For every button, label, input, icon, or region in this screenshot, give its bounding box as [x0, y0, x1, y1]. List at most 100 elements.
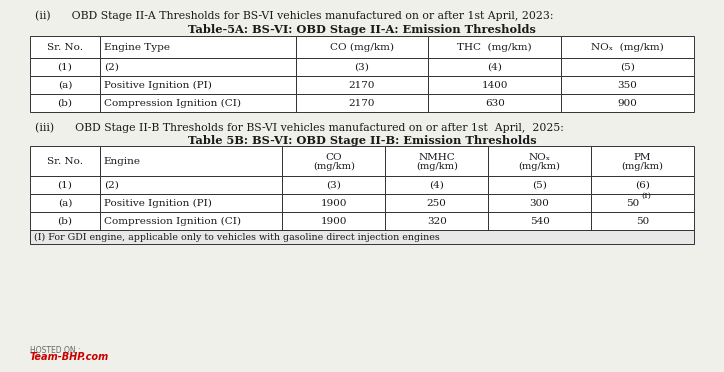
Bar	[100, 94, 295, 112]
Bar	[488, 146, 591, 176]
Bar	[488, 176, 591, 194]
Text: 2170: 2170	[349, 99, 375, 108]
Bar	[30, 230, 694, 244]
Text: (ii)      OBD Stage II-A Thresholds for BS-VI vehicles manufactured on or after : (ii) OBD Stage II-A Thresholds for BS-VI…	[35, 10, 554, 20]
Text: (b): (b)	[57, 217, 72, 225]
Bar	[561, 94, 694, 112]
Bar	[30, 94, 100, 112]
Bar	[282, 146, 385, 176]
Text: 1900: 1900	[321, 217, 347, 225]
Text: NOₓ: NOₓ	[529, 153, 551, 161]
Bar	[429, 76, 561, 94]
Text: (2): (2)	[104, 62, 119, 71]
Bar	[591, 194, 694, 212]
Bar	[30, 194, 100, 212]
Bar	[488, 194, 591, 212]
Bar	[282, 212, 385, 230]
Text: Table 5B: BS-VI: OBD Stage II-B: Emission Thresholds: Table 5B: BS-VI: OBD Stage II-B: Emissio…	[188, 135, 536, 146]
Text: (mg/km): (mg/km)	[622, 161, 663, 171]
Text: (1): (1)	[57, 180, 72, 189]
Bar	[561, 58, 694, 76]
Text: PM: PM	[634, 153, 652, 161]
Text: (5): (5)	[532, 180, 547, 189]
Text: (mg/km): (mg/km)	[313, 161, 355, 171]
Text: (4): (4)	[487, 62, 502, 71]
Text: NOₓ  (mg/km): NOₓ (mg/km)	[592, 42, 664, 52]
Text: 2170: 2170	[349, 80, 375, 90]
Bar	[561, 36, 694, 58]
Text: CO (mg/km): CO (mg/km)	[330, 42, 394, 52]
Bar	[429, 94, 561, 112]
Bar	[295, 36, 429, 58]
Text: NMHC: NMHC	[418, 153, 455, 161]
Text: Team-BHP.com: Team-BHP.com	[30, 352, 109, 362]
Bar	[295, 94, 429, 112]
Text: (1): (1)	[57, 62, 72, 71]
Text: Compression Ignition (CI): Compression Ignition (CI)	[104, 217, 240, 225]
Text: (mg/km): (mg/km)	[518, 161, 560, 171]
Bar	[30, 146, 100, 176]
Bar	[100, 76, 295, 94]
Text: 320: 320	[426, 217, 447, 225]
Bar	[100, 58, 295, 76]
Text: (iii)      OBD Stage II-B Thresholds for BS-VI vehicles manufactured on or after: (iii) OBD Stage II-B Thresholds for BS-V…	[35, 122, 564, 132]
Text: Engine Type: Engine Type	[104, 42, 169, 51]
Bar	[385, 176, 488, 194]
Text: (2): (2)	[104, 180, 119, 189]
Bar	[100, 176, 282, 194]
Text: 630: 630	[485, 99, 505, 108]
Text: (4): (4)	[429, 180, 444, 189]
Text: 250: 250	[426, 199, 447, 208]
Bar	[488, 212, 591, 230]
Text: 50: 50	[626, 199, 639, 208]
Bar	[429, 58, 561, 76]
Bar	[100, 194, 282, 212]
Bar	[295, 58, 429, 76]
Bar	[30, 76, 100, 94]
Text: Positive Ignition (PI): Positive Ignition (PI)	[104, 198, 211, 208]
Bar	[282, 194, 385, 212]
Text: 350: 350	[618, 80, 638, 90]
Text: CO: CO	[326, 153, 342, 161]
Text: (a): (a)	[58, 199, 72, 208]
Bar	[591, 212, 694, 230]
Text: 50: 50	[636, 217, 649, 225]
Text: THC  (mg/km): THC (mg/km)	[458, 42, 532, 52]
Bar	[282, 176, 385, 194]
Text: (I) For GDI engine, applicable only to vehicles with gasoline direct injection e: (I) For GDI engine, applicable only to v…	[34, 232, 439, 241]
Text: Sr. No.: Sr. No.	[47, 157, 83, 166]
Text: (6): (6)	[635, 180, 650, 189]
Text: Compression Ignition (CI): Compression Ignition (CI)	[104, 99, 240, 108]
Text: 540: 540	[530, 217, 550, 225]
Bar	[30, 58, 100, 76]
Text: Positive Ignition (PI): Positive Ignition (PI)	[104, 80, 211, 90]
Text: (I): (I)	[641, 192, 652, 200]
Text: (3): (3)	[355, 62, 369, 71]
Bar	[591, 146, 694, 176]
Bar	[561, 76, 694, 94]
Bar	[30, 36, 100, 58]
Text: HOSTED ON :: HOSTED ON :	[30, 346, 80, 355]
Text: Engine: Engine	[104, 157, 140, 166]
Bar	[591, 176, 694, 194]
Text: (5): (5)	[620, 62, 635, 71]
Bar	[100, 212, 282, 230]
Bar	[295, 76, 429, 94]
Text: 1900: 1900	[321, 199, 347, 208]
Text: (mg/km): (mg/km)	[416, 161, 458, 171]
Text: (a): (a)	[58, 80, 72, 90]
Bar	[30, 176, 100, 194]
Text: 1400: 1400	[481, 80, 508, 90]
Text: (3): (3)	[327, 180, 341, 189]
Bar	[30, 212, 100, 230]
Text: (b): (b)	[57, 99, 72, 108]
Bar	[429, 36, 561, 58]
Bar	[385, 146, 488, 176]
Text: Sr. No.: Sr. No.	[47, 42, 83, 51]
Bar	[100, 36, 295, 58]
Text: Table-5A: BS-VI: OBD Stage II-A: Emission Thresholds: Table-5A: BS-VI: OBD Stage II-A: Emissio…	[188, 24, 536, 35]
Text: 900: 900	[618, 99, 638, 108]
Text: 300: 300	[530, 199, 550, 208]
Bar	[385, 194, 488, 212]
Bar	[100, 146, 282, 176]
